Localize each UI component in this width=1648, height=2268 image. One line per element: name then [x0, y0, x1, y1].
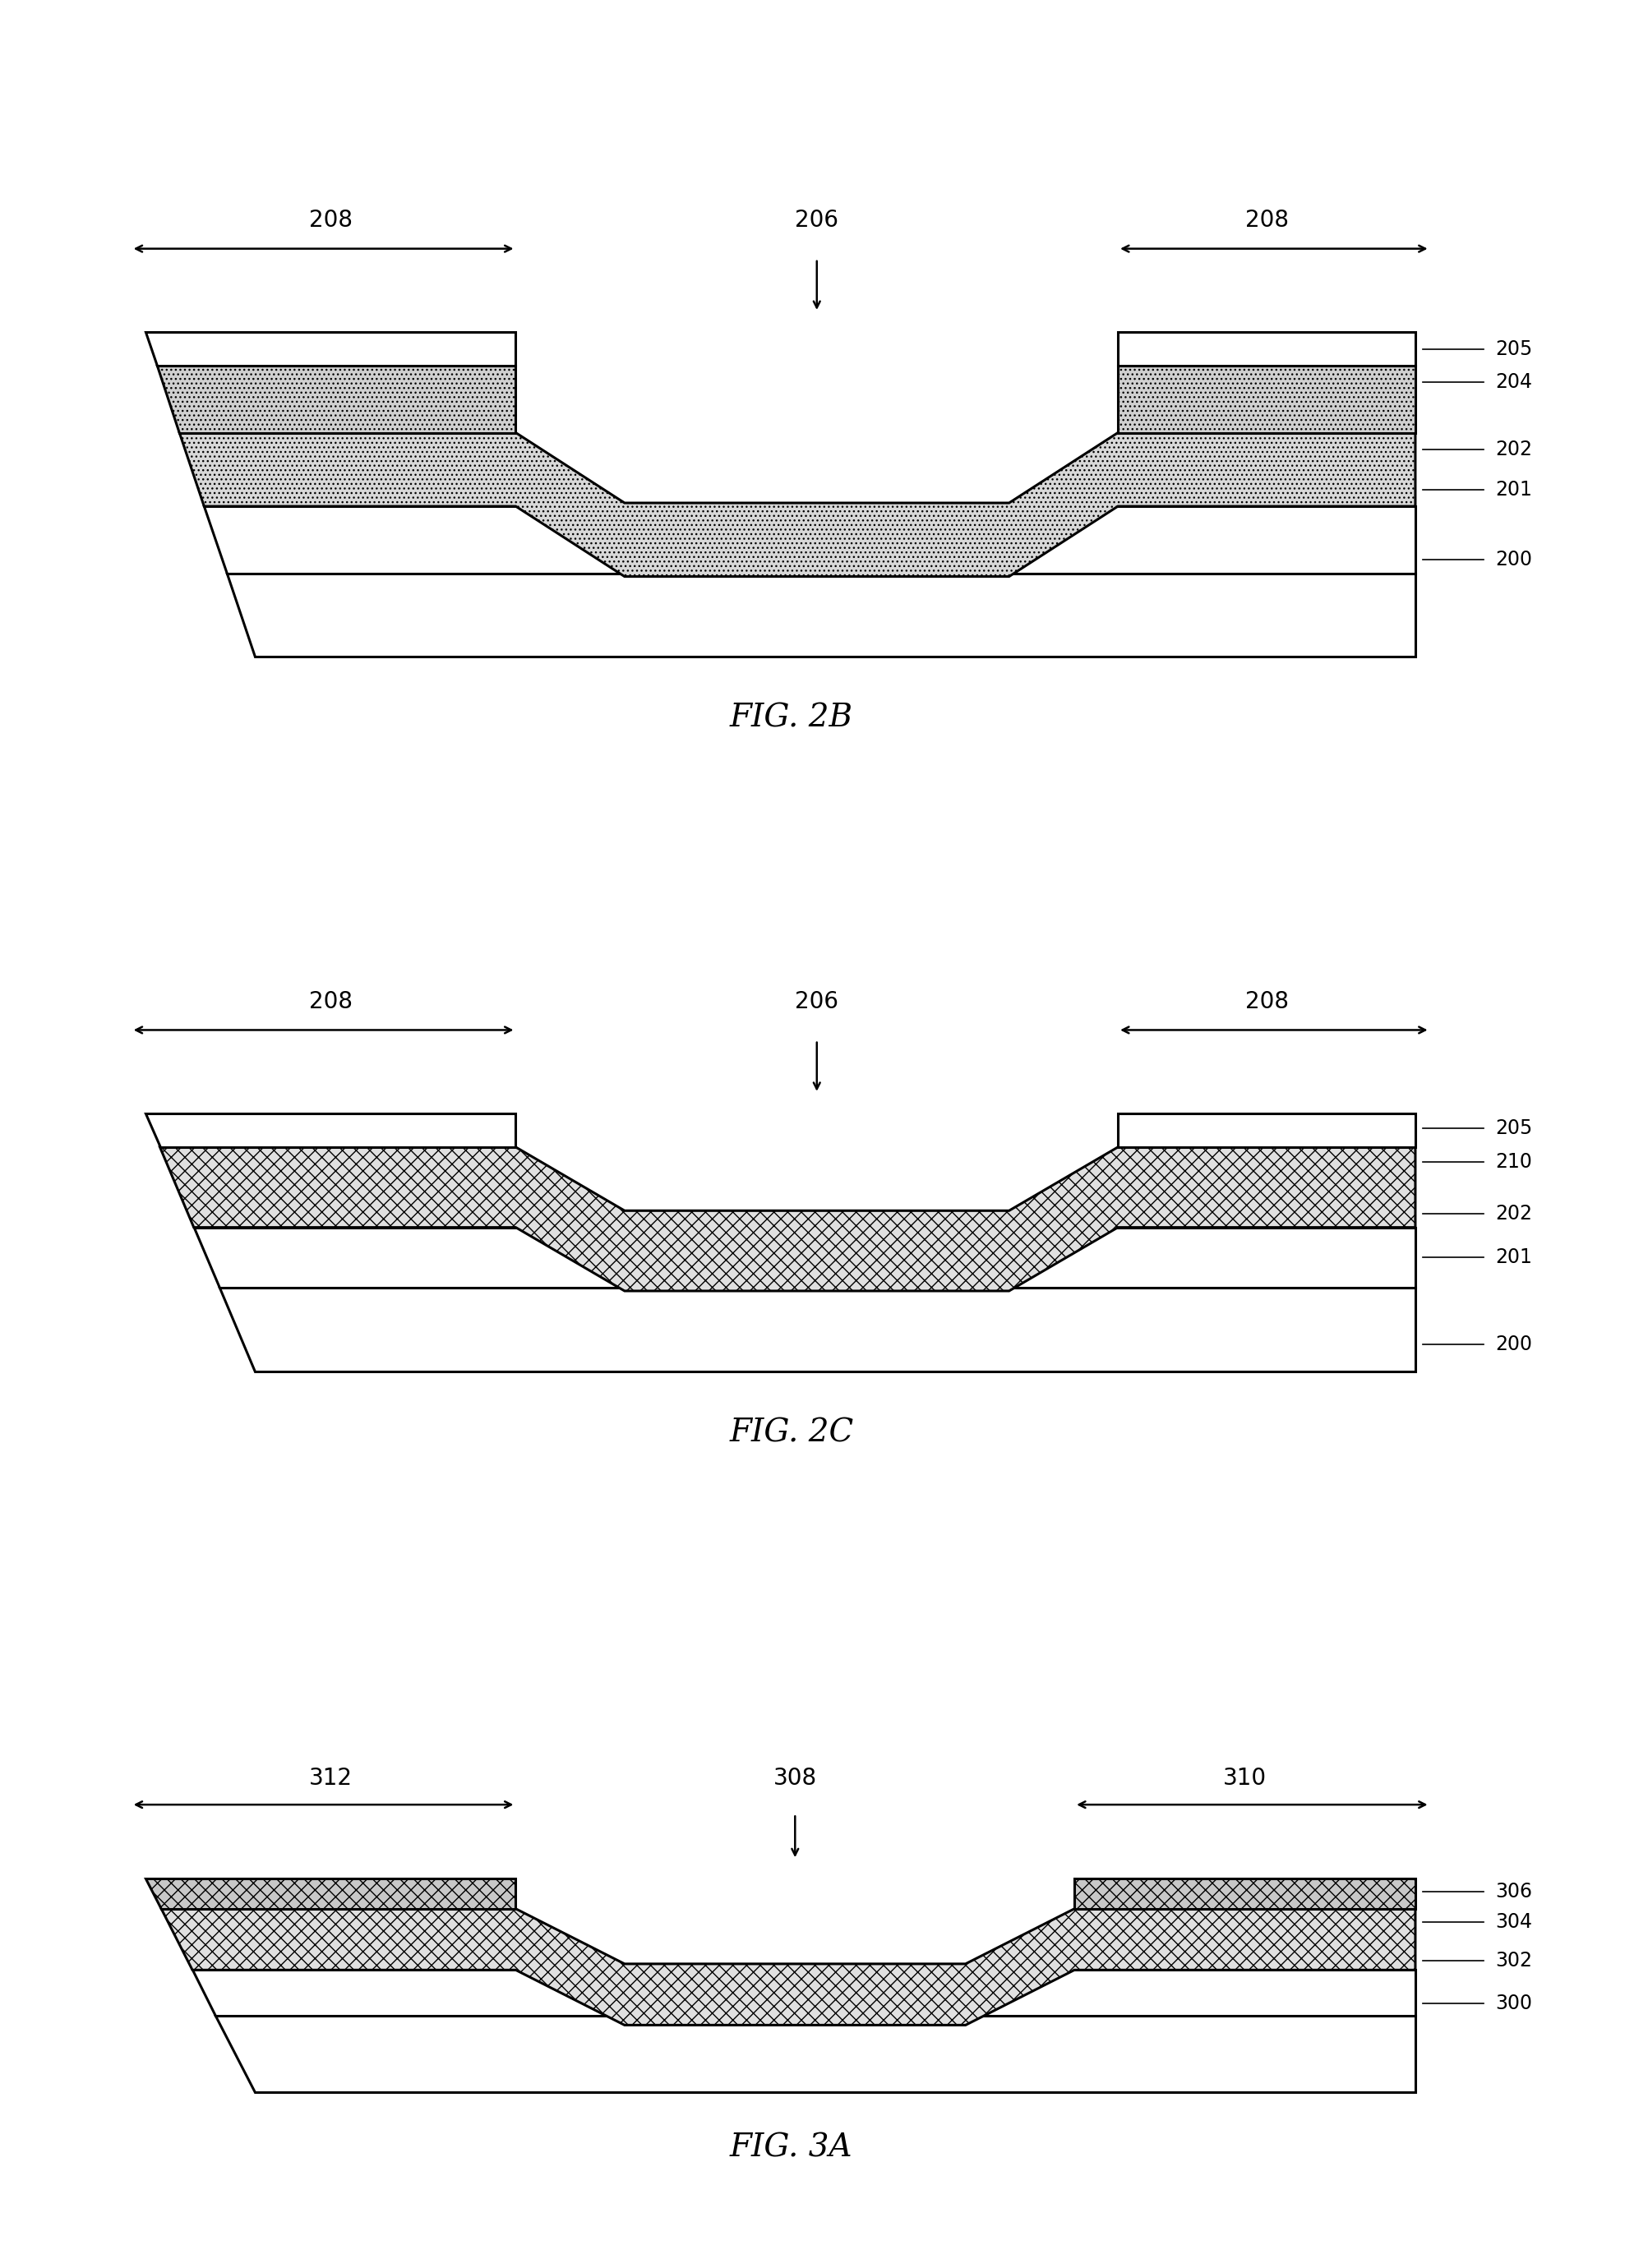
Polygon shape — [145, 333, 516, 365]
Text: 200: 200 — [1495, 549, 1531, 569]
Text: 300: 300 — [1495, 1994, 1531, 2014]
Text: 312: 312 — [308, 1767, 353, 1789]
Polygon shape — [1117, 1114, 1414, 1148]
Text: 201: 201 — [1495, 1247, 1531, 1268]
Text: 208: 208 — [308, 991, 353, 1014]
Text: 208: 208 — [1244, 991, 1287, 1014]
Polygon shape — [180, 433, 1414, 576]
Polygon shape — [1117, 365, 1414, 433]
Text: 201: 201 — [1495, 481, 1531, 499]
Text: 200: 200 — [1495, 1334, 1531, 1354]
Text: FIG. 2C: FIG. 2C — [728, 1418, 854, 1449]
Text: 208: 208 — [308, 209, 353, 231]
Polygon shape — [157, 365, 516, 433]
Text: 306: 306 — [1495, 1882, 1531, 1901]
Text: 206: 206 — [794, 209, 839, 231]
Text: 208: 208 — [1244, 209, 1287, 231]
Text: 205: 205 — [1495, 340, 1531, 358]
Polygon shape — [1117, 333, 1414, 365]
Polygon shape — [1074, 1878, 1414, 1910]
Text: 304: 304 — [1495, 1912, 1531, 1932]
Text: 204: 204 — [1495, 372, 1531, 392]
Polygon shape — [216, 2016, 1414, 2093]
Text: 202: 202 — [1495, 1204, 1531, 1225]
Text: 308: 308 — [773, 1767, 816, 1789]
Polygon shape — [226, 574, 1414, 658]
Polygon shape — [145, 1114, 516, 1148]
Polygon shape — [145, 1878, 516, 1910]
Text: 210: 210 — [1495, 1152, 1531, 1173]
Text: 310: 310 — [1223, 1767, 1266, 1789]
Polygon shape — [193, 1971, 1414, 2016]
Polygon shape — [160, 1148, 1414, 1290]
Text: 206: 206 — [794, 991, 839, 1014]
Polygon shape — [219, 1288, 1414, 1372]
Text: FIG. 3A: FIG. 3A — [730, 2132, 852, 2164]
Polygon shape — [204, 506, 1414, 574]
Text: FIG. 2B: FIG. 2B — [730, 703, 852, 735]
Polygon shape — [194, 1227, 1414, 1288]
Text: 202: 202 — [1495, 440, 1531, 458]
Text: 205: 205 — [1495, 1118, 1531, 1139]
Text: 302: 302 — [1495, 1950, 1531, 1971]
Polygon shape — [162, 1910, 1414, 2025]
